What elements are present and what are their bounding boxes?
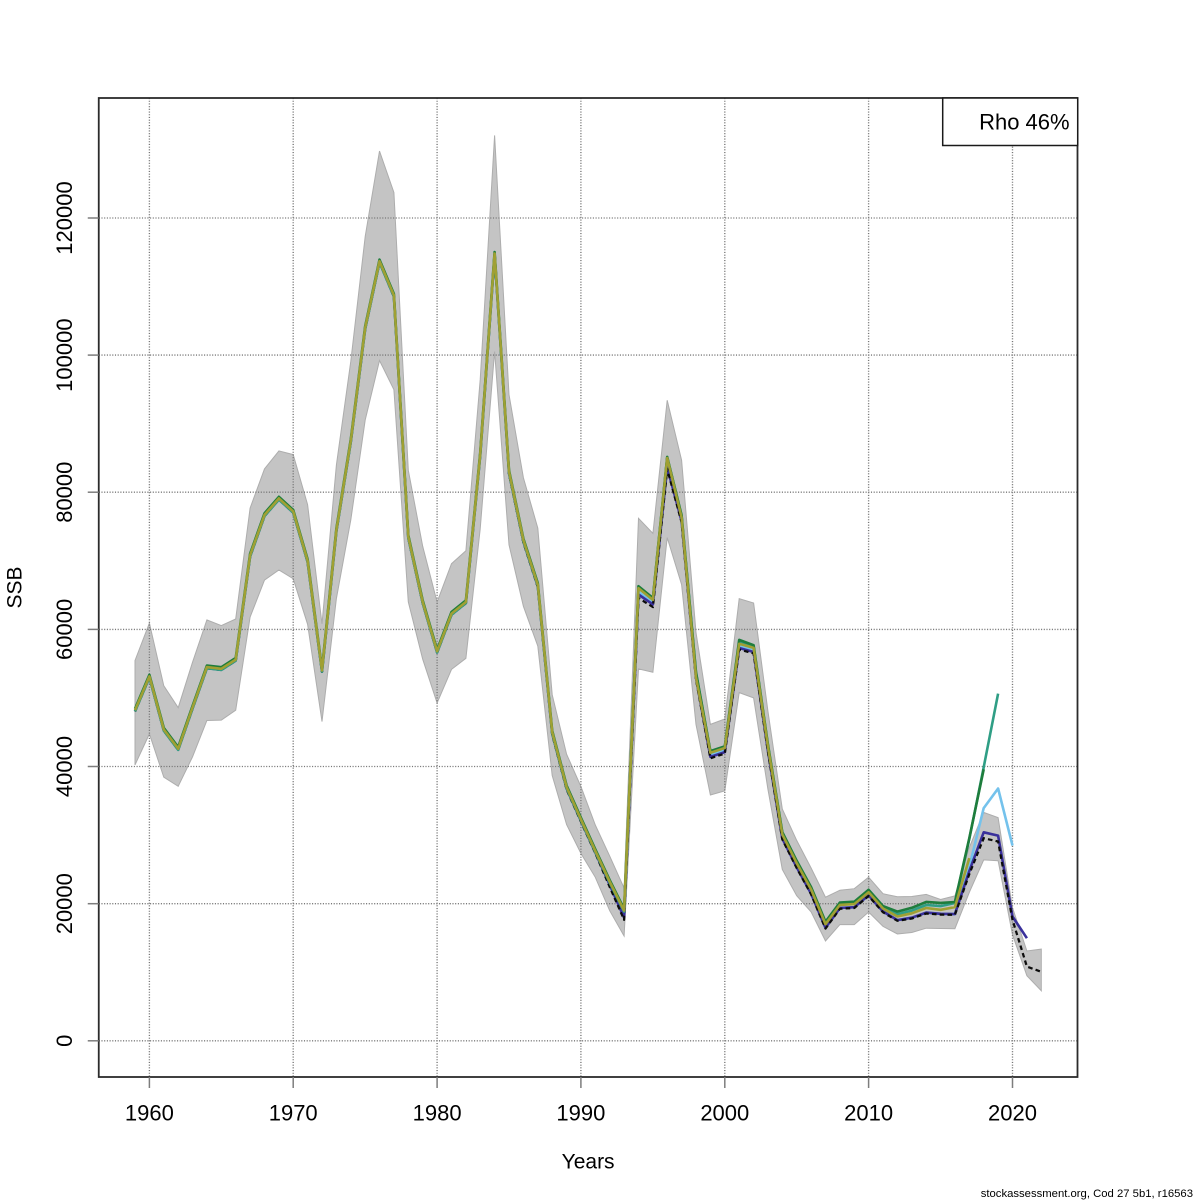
svg-text:120000: 120000 (52, 181, 77, 254)
svg-text:Rho 46%: Rho 46% (979, 110, 1070, 135)
svg-text:2020: 2020 (988, 1101, 1037, 1126)
svg-text:Years: Years (562, 1151, 615, 1174)
svg-text:40000: 40000 (52, 736, 77, 797)
svg-text:stockassessment.org, Cod 27 5b: stockassessment.org, Cod 27 5b1, r16563 (981, 1188, 1193, 1200)
svg-text:2010: 2010 (844, 1101, 893, 1126)
svg-text:1980: 1980 (413, 1101, 462, 1126)
svg-text:2000: 2000 (700, 1101, 749, 1126)
svg-text:1990: 1990 (556, 1101, 605, 1126)
svg-text:20000: 20000 (52, 873, 77, 934)
svg-text:1970: 1970 (269, 1101, 318, 1126)
svg-text:1960: 1960 (125, 1101, 174, 1126)
svg-text:60000: 60000 (52, 599, 77, 660)
svg-text:80000: 80000 (52, 462, 77, 523)
svg-text:100000: 100000 (52, 318, 77, 391)
svg-text:SSB: SSB (4, 566, 27, 608)
svg-text:0: 0 (52, 1035, 77, 1047)
